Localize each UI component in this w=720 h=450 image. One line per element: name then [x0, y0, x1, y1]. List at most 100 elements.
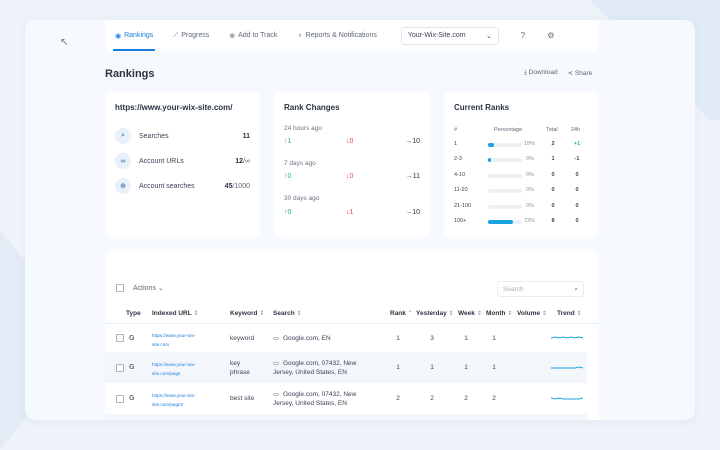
week-value: 1 [464, 364, 468, 371]
site-select[interactable]: Your-Wix-Site.com ⌄ [400, 26, 499, 45]
keyword-line: phrase [230, 368, 250, 376]
current-rank-row: 21-100 0% 0 0 [454, 203, 589, 213]
percentage-value: 18% [524, 141, 536, 147]
arrow-right-icon: → [405, 138, 413, 145]
rank-range: 11-20 [454, 187, 468, 193]
column-header-month[interactable]: Month ⇕ [486, 310, 512, 317]
month-value: 1 [492, 364, 496, 371]
period-label: 7 days ago [284, 160, 316, 167]
row-checkbox[interactable] [116, 394, 124, 403]
yesterday-value: 3 [430, 334, 434, 342]
column-header-keyword[interactable]: Keyword ⇕ [230, 310, 264, 317]
link-icon: ∞ [115, 153, 131, 169]
column-header-rank[interactable]: Rank ⌃ [390, 310, 413, 317]
sort-icon: ⇕ [259, 311, 265, 317]
tab-progress[interactable]: ⟋ Progress [163, 20, 219, 51]
header-range: # [454, 127, 458, 133]
stat-value: 11 [243, 133, 250, 140]
rank-up-count: 0 [287, 173, 292, 180]
column-label: Volume [517, 310, 540, 317]
percentage-value: 0% [526, 203, 534, 209]
indexed-url-link[interactable]: https://www.your-wix-site.com/page [152, 360, 195, 378]
tab-label: Reports & Notifications [305, 32, 377, 39]
page-title: Rankings [105, 68, 155, 80]
column-header-volume[interactable]: Volume ⇕ [517, 310, 547, 317]
column-header-type[interactable]: Type [126, 310, 141, 317]
trend-sparkline [551, 365, 584, 368]
header-divider [105, 323, 599, 324]
chevron-down-icon: ⌄ [157, 285, 164, 292]
rank-total: 0 [551, 203, 555, 209]
stat-number: 12 [235, 157, 244, 165]
current-rank-row: 11-20 0% 0 0 [454, 187, 589, 197]
url-line: site.com [152, 341, 170, 347]
column-label: Week [458, 310, 475, 317]
rank-down-value: ↓0 [346, 138, 353, 145]
stat-number: 45 [224, 182, 233, 190]
column-label: Type [126, 310, 141, 317]
rank-neutral-value: →10 [405, 209, 420, 216]
tab-rankings[interactable]: ◉ Rankings [105, 20, 163, 51]
column-header-yesterday[interactable]: Yesterday ⇕ [416, 310, 454, 317]
rank-changes-card: Rank Changes 24 hours ago ↑1 ↓0 →10 7 da… [274, 92, 430, 237]
column-header-search[interactable]: Search ⇕ [273, 310, 302, 317]
search-input[interactable]: Search ⌕ [497, 281, 584, 297]
chevron-down-icon: ⌄ [485, 32, 492, 40]
google-icon: G [129, 395, 135, 402]
stat-label: Account URLs [139, 157, 184, 165]
url-line: https://www.your-wix- [152, 332, 196, 338]
monitor-icon: ▭ [273, 419, 279, 420]
column-header-week[interactable]: Week ⇕ [458, 310, 482, 317]
yesterday-value: 1 [430, 364, 434, 371]
tab-reports-notifications[interactable]: ♁ Reports & Notifications [287, 20, 386, 51]
arrow-up-icon: ↑ [284, 173, 288, 180]
rank-24h-change: 0 [575, 203, 579, 209]
eye-icon: ◉ [115, 32, 122, 40]
arrow-up-icon: ↑ [284, 209, 288, 216]
stat-account-searches: ⊕ Account searches 45/1000 [115, 178, 250, 194]
stat-searches: ⌕ Searches 11 [115, 128, 250, 144]
rank-up-count: 1 [287, 138, 292, 145]
indexed-url-link[interactable]: https://www.your-wix-site.com [152, 331, 195, 349]
arrow-right-icon: → [405, 209, 413, 216]
stat-limit: /∞ [243, 157, 250, 165]
column-header-trend[interactable]: Trend ⇕ [557, 310, 582, 317]
search-icon: ⌕ [574, 286, 578, 293]
rank-24h-change: 0 [575, 218, 579, 224]
row-checkbox[interactable] [116, 363, 124, 372]
search-icon: ⌕ [115, 128, 131, 144]
select-all-checkbox[interactable] [116, 284, 124, 292]
rank-down-value: ↓1 [346, 209, 353, 216]
table-row[interactable]: Ghttps://www.your-wix-site.com/deep/page… [105, 414, 587, 420]
keyword-line: keyword [230, 334, 255, 342]
help-icon[interactable]: ? [520, 31, 526, 40]
sort-icon: ⇕ [507, 311, 513, 317]
search-engine-cell: Google.com, 07432, New Jersey, United Sta… [273, 390, 356, 408]
column-header-indexed-url[interactable]: Indexed URL ⇕ [152, 310, 198, 317]
site-url: https://www.your-wix-site.com/ [115, 103, 233, 112]
current-ranks-card: Current Ranks # Percentage Total 24h 1 18… [444, 92, 599, 237]
tab-add-to-track[interactable]: ⊕ Add to Track [219, 20, 287, 51]
gear-icon[interactable]: ⚙ [547, 31, 555, 40]
download-label: Download [528, 69, 558, 76]
sort-icon: ⇕ [576, 311, 582, 317]
actions-dropdown[interactable]: Actions ⌄ [133, 284, 164, 292]
share-button[interactable]: ≺ Share [568, 69, 593, 77]
tab-label: Add to Track [238, 32, 278, 39]
indexed-url-link[interactable]: https://www.your-wix-site.com/page2 [152, 391, 195, 409]
google-icon: G [129, 364, 135, 371]
url-line: site.com/page2 [152, 402, 184, 407]
download-button[interactable]: ⤓ Download [524, 69, 558, 77]
bell-icon: ♁ [297, 32, 303, 39]
rank-neutral-value: →10 [405, 138, 420, 145]
rank-value: 2 [396, 395, 400, 402]
rank-range: 21-100 [454, 203, 472, 209]
row-checkbox[interactable] [116, 334, 124, 342]
percentage-value: 73% [524, 218, 536, 224]
zoom-icon: ⊕ [115, 178, 131, 194]
trend-sparkline [551, 336, 584, 339]
column-label: Yesterday [416, 310, 447, 317]
